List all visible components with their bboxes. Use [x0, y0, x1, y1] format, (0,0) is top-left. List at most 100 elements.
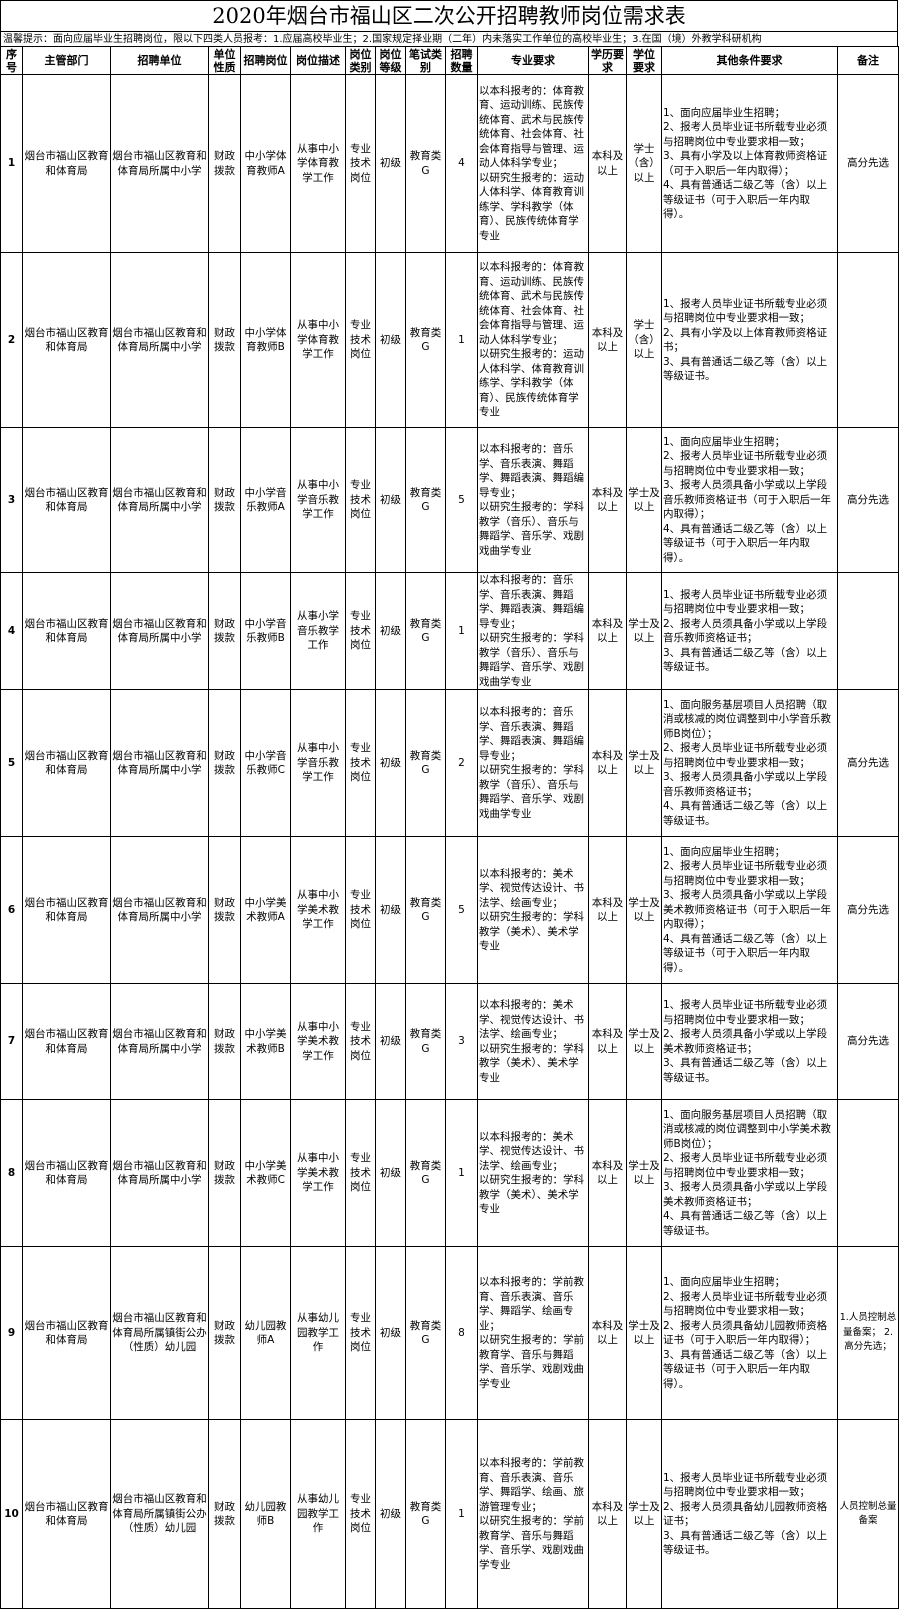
- funding-cell: 财政拨款: [208, 1419, 241, 1609]
- page: 2020年烟台市福山区二次公开招聘教师岗位需求表 温馨提示：面向应届毕业生招聘岗…: [0, 0, 899, 1609]
- education-cell: 本科及以上: [588, 689, 627, 837]
- education-cell: 本科及以上: [588, 1099, 627, 1247]
- funding-cell: 财政拨款: [208, 572, 241, 690]
- notice: 温馨提示：面向应届毕业生招聘岗位，限以下四类人员报考：1.应届高校毕业生；2.国…: [0, 31, 898, 46]
- quota-cell: 4: [445, 74, 478, 253]
- quota-cell: 1: [445, 1099, 478, 1247]
- major-requirement-cell: 以本科报考的：音乐学、音乐表演、舞蹈学、舞蹈表演、舞蹈编导专业； 以研究生报考的…: [477, 572, 589, 690]
- header-cell: 招聘单位: [110, 46, 209, 75]
- description-cell: 从事中小学体育教学工作: [290, 74, 346, 253]
- serial-cell: 2: [0, 252, 23, 428]
- funding-cell: 财政拨款: [208, 1099, 241, 1247]
- degree-cell: 学士及以上: [626, 983, 662, 1100]
- position-cell: 中小学美术教师B: [240, 983, 291, 1100]
- table-row: 1 烟台市福山区教育和体育局 烟台市福山区教育和体育局所属中小学 财政拨款 中小学体育教…: [0, 74, 899, 253]
- degree-cell: 学士及以上: [626, 1246, 662, 1420]
- header-cell: 单位性质: [208, 46, 241, 75]
- quota-cell: 5: [445, 427, 478, 573]
- header-cell: 学历要求: [588, 46, 627, 75]
- header-cell: 学位要求: [626, 46, 662, 75]
- header-cell: 备注: [837, 46, 899, 75]
- employer-cell: 烟台市福山区教育和体育局所属中小学: [110, 427, 209, 573]
- requirements-table: 序号 主管部门 招聘单位 单位性质 招聘岗位 岗位描述 岗位类别 岗位等级 笔试类别 招聘数量 专业…: [0, 46, 899, 1609]
- description-cell: 从事幼儿园教学工作: [290, 1246, 346, 1420]
- employer-cell: 烟台市福山区教育和体育局所属中小学: [110, 983, 209, 1100]
- remark-cell: 高分先选: [837, 427, 899, 573]
- description-cell: 从事小学音乐教学工作: [290, 572, 346, 690]
- quota-cell: 3: [445, 983, 478, 1100]
- description-cell: 从事中小学美术教学工作: [290, 836, 346, 984]
- serial-cell: 1: [0, 74, 23, 253]
- degree-cell: 学士及以上: [626, 1419, 662, 1609]
- serial-cell: 4: [0, 572, 23, 690]
- degree-cell: 学士及以上: [626, 1099, 662, 1247]
- position-cell: 幼儿园教师A: [240, 1246, 291, 1420]
- header-cell: 岗位描述: [290, 46, 346, 75]
- header-cell: 序号: [0, 46, 23, 75]
- table-row: 4 烟台市福山区教育和体育局 烟台市福山区教育和体育局所属中小学 财政拨款 中小学音乐教…: [0, 572, 899, 690]
- major-requirement-cell: 以本科报考的：学前教育、音乐表演、音乐学、舞蹈学、绘画专业； 以研究生报考的：学…: [477, 1246, 589, 1420]
- exam-type-cell: 教育类G: [405, 74, 446, 253]
- exam-type-cell: 教育类G: [405, 572, 446, 690]
- post-level-cell: 初级: [375, 689, 406, 837]
- funding-cell: 财政拨款: [208, 836, 241, 984]
- serial-cell: 9: [0, 1246, 23, 1420]
- post-type-cell: 专业技术岗位: [345, 1246, 376, 1420]
- other-conditions-cell: 1、报考人员毕业证书所载专业必须与招聘岗位中专业要求相一致； 2、报考人员须具备…: [661, 983, 838, 1100]
- quota-cell: 8: [445, 1246, 478, 1420]
- degree-cell: 学士及以上: [626, 836, 662, 984]
- remark-cell: [837, 252, 899, 428]
- major-requirement-cell: 以本科报考的：体育教育、运动训练、民族传统体育、武术与民族传统体育、社会体育、社…: [477, 74, 589, 253]
- education-cell: 本科及以上: [588, 1246, 627, 1420]
- position-cell: 中小学音乐教师C: [240, 689, 291, 837]
- other-conditions-cell: 1、面向服务基层项目人员招聘（取消或核减的岗位调整到中小学美术教师B岗位）； 2…: [661, 1099, 838, 1247]
- post-level-cell: 初级: [375, 983, 406, 1100]
- post-type-cell: 专业技术岗位: [345, 836, 376, 984]
- table-row: 9 烟台市福山区教育和体育局 烟台市福山区教育和体育局所属镇街公办（性质）幼儿园 财政…: [0, 1246, 899, 1420]
- header-cell: 主管部门: [22, 46, 111, 75]
- department-cell: 烟台市福山区教育和体育局: [22, 983, 111, 1100]
- funding-cell: 财政拨款: [208, 1246, 241, 1420]
- education-cell: 本科及以上: [588, 836, 627, 984]
- position-cell: 中小学音乐教师A: [240, 427, 291, 573]
- table-row: 7 烟台市福山区教育和体育局 烟台市福山区教育和体育局所属中小学 财政拨款 中小学美术教…: [0, 983, 899, 1100]
- department-cell: 烟台市福山区教育和体育局: [22, 572, 111, 690]
- degree-cell: 学士及以上: [626, 572, 662, 690]
- funding-cell: 财政拨款: [208, 74, 241, 253]
- post-type-cell: 专业技术岗位: [345, 1419, 376, 1609]
- exam-type-cell: 教育类G: [405, 252, 446, 428]
- page-title: 2020年烟台市福山区二次公开招聘教师岗位需求表: [0, 0, 898, 31]
- table-row: 8 烟台市福山区教育和体育局 烟台市福山区教育和体育局所属中小学 财政拨款 中小学美术教…: [0, 1099, 899, 1247]
- exam-type-cell: 教育类G: [405, 1099, 446, 1247]
- position-cell: 中小学美术教师A: [240, 836, 291, 984]
- remark-cell: 高分先选: [837, 689, 899, 837]
- education-cell: 本科及以上: [588, 572, 627, 690]
- description-cell: 从事中小学美术教学工作: [290, 983, 346, 1100]
- other-conditions-cell: 1、面向服务基层项目人员招聘（取消或核减的岗位调整到中小学音乐教师B岗位）； 2…: [661, 689, 838, 837]
- position-cell: 中小学体育教师B: [240, 252, 291, 428]
- exam-type-cell: 教育类G: [405, 983, 446, 1100]
- position-cell: 中小学音乐教师B: [240, 572, 291, 690]
- table-row: 2 烟台市福山区教育和体育局 烟台市福山区教育和体育局所属中小学 财政拨款 中小学体育教…: [0, 252, 899, 428]
- department-cell: 烟台市福山区教育和体育局: [22, 74, 111, 253]
- funding-cell: 财政拨款: [208, 427, 241, 573]
- exam-type-cell: 教育类G: [405, 1419, 446, 1609]
- serial-cell: 5: [0, 689, 23, 837]
- post-level-cell: 初级: [375, 252, 406, 428]
- position-cell: 幼儿园教师B: [240, 1419, 291, 1609]
- exam-type-cell: 教育类G: [405, 1246, 446, 1420]
- department-cell: 烟台市福山区教育和体育局: [22, 1419, 111, 1609]
- degree-cell: 学士（含）以上: [626, 74, 662, 253]
- major-requirement-cell: 以本科报考的：音乐学、音乐表演、舞蹈学、舞蹈表演、舞蹈编导专业； 以研究生报考的…: [477, 427, 589, 573]
- post-level-cell: 初级: [375, 836, 406, 984]
- major-requirement-cell: 以本科报考的：美术学、视觉传达设计、书法学、绘画专业； 以研究生报考的：学科教学…: [477, 1099, 589, 1247]
- post-level-cell: 初级: [375, 1099, 406, 1247]
- table-row: 10 烟台市福山区教育和体育局 烟台市福山区教育和体育局所属镇街公办（性质）幼儿园财…: [0, 1419, 899, 1609]
- other-conditions-cell: 1、报考人员毕业证书所载专业必须与招聘岗位中专业要求相一致； 2、报考人员须具备…: [661, 572, 838, 690]
- serial-cell: 7: [0, 983, 23, 1100]
- major-requirement-cell: 以本科报考的：音乐学、音乐表演、舞蹈学、舞蹈表演、舞蹈编导专业； 以研究生报考的…: [477, 689, 589, 837]
- quota-cell: 1: [445, 572, 478, 690]
- department-cell: 烟台市福山区教育和体育局: [22, 689, 111, 837]
- employer-cell: 烟台市福山区教育和体育局所属中小学: [110, 689, 209, 837]
- description-cell: 从事中小学美术教学工作: [290, 1099, 346, 1247]
